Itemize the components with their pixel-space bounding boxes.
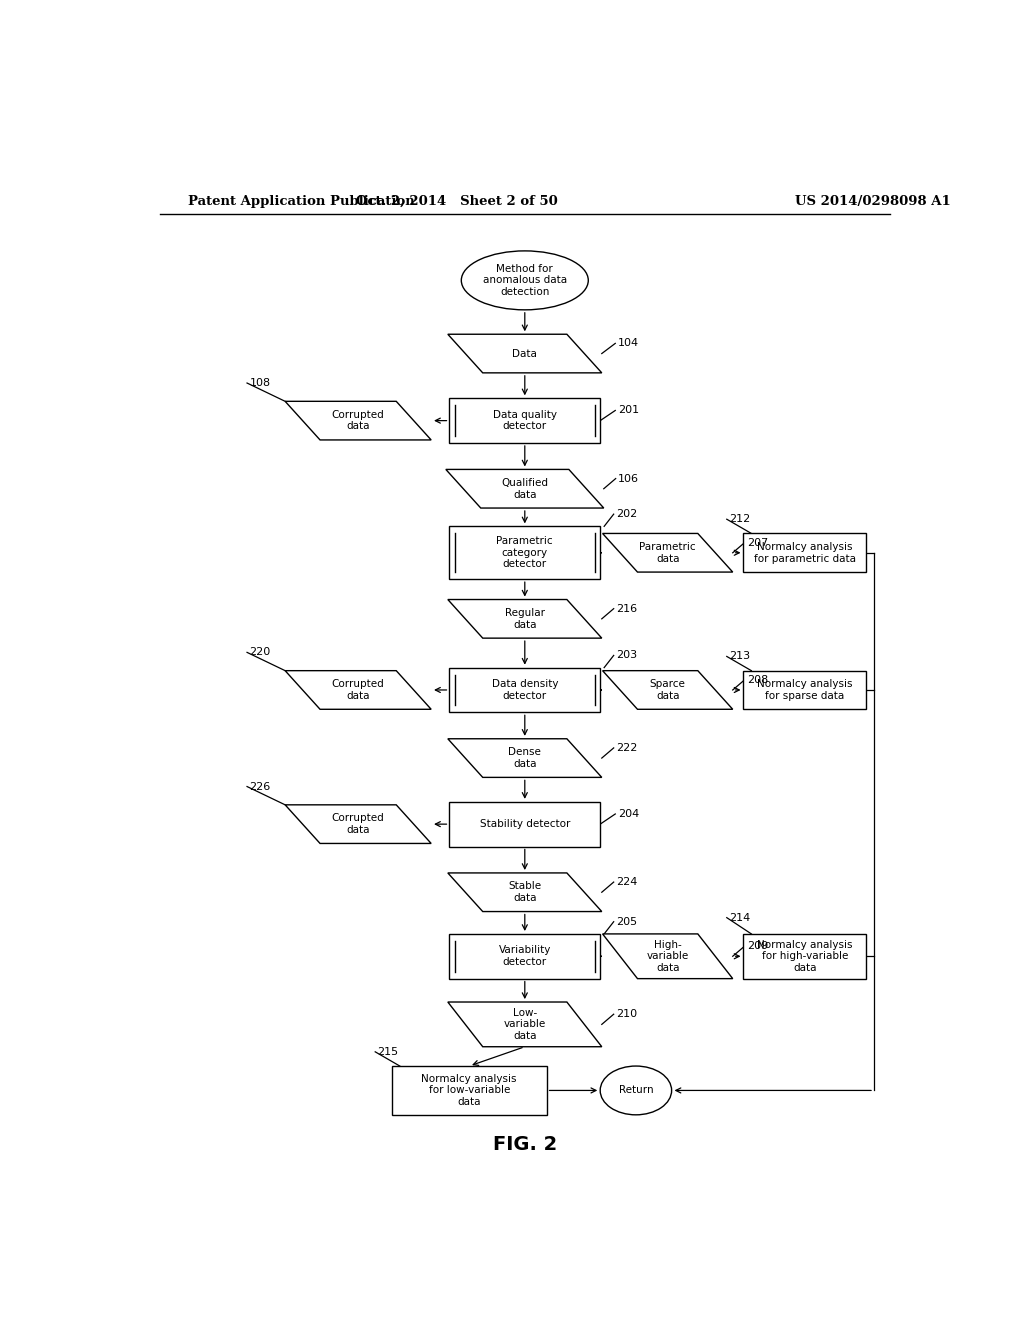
Polygon shape — [285, 401, 431, 440]
Polygon shape — [285, 671, 431, 709]
Text: Stable
data: Stable data — [508, 882, 542, 903]
Polygon shape — [602, 935, 733, 978]
Text: 216: 216 — [616, 603, 637, 614]
Text: 222: 222 — [616, 743, 637, 752]
Text: Low-
variable
data: Low- variable data — [504, 1007, 546, 1041]
Text: FIG. 2: FIG. 2 — [493, 1135, 557, 1154]
Text: 212: 212 — [729, 515, 751, 524]
Text: Data: Data — [512, 348, 538, 359]
FancyBboxPatch shape — [450, 668, 600, 713]
Text: Return: Return — [618, 1085, 653, 1096]
Text: 226: 226 — [250, 781, 270, 792]
FancyBboxPatch shape — [450, 801, 600, 846]
Text: 224: 224 — [616, 876, 637, 887]
FancyBboxPatch shape — [743, 533, 866, 572]
Text: Oct. 2, 2014   Sheet 2 of 50: Oct. 2, 2014 Sheet 2 of 50 — [356, 194, 558, 207]
Text: Corrupted
data: Corrupted data — [332, 813, 385, 836]
Text: Variability
detector: Variability detector — [499, 945, 551, 968]
Text: 213: 213 — [729, 652, 751, 661]
Ellipse shape — [600, 1067, 672, 1115]
Text: US 2014/0298098 A1: US 2014/0298098 A1 — [795, 194, 950, 207]
Text: 106: 106 — [618, 474, 639, 483]
Text: 201: 201 — [617, 405, 639, 416]
Polygon shape — [602, 533, 733, 572]
Text: Normalcy analysis
for parametric data: Normalcy analysis for parametric data — [754, 543, 856, 564]
Text: 208: 208 — [748, 675, 768, 685]
FancyBboxPatch shape — [743, 935, 866, 978]
Text: Method for
anomalous data
detection: Method for anomalous data detection — [482, 264, 567, 297]
Text: Qualified
data: Qualified data — [502, 478, 548, 499]
Text: 210: 210 — [616, 1010, 637, 1019]
Text: Sparce
data: Sparce data — [649, 680, 686, 701]
FancyBboxPatch shape — [392, 1067, 547, 1115]
Text: Regular
data: Regular data — [505, 609, 545, 630]
Text: Parametric
category
detector: Parametric category detector — [497, 536, 553, 569]
FancyBboxPatch shape — [450, 527, 600, 579]
Text: Patent Application Publication: Patent Application Publication — [187, 194, 415, 207]
Text: Dense
data: Dense data — [508, 747, 542, 768]
Text: Stability detector: Stability detector — [479, 820, 570, 829]
Text: 204: 204 — [617, 809, 639, 818]
Polygon shape — [447, 873, 602, 912]
Text: Parametric
data: Parametric data — [639, 543, 696, 564]
FancyBboxPatch shape — [743, 671, 866, 709]
Text: 207: 207 — [748, 537, 768, 548]
Polygon shape — [285, 805, 431, 843]
Polygon shape — [445, 470, 604, 508]
Text: 202: 202 — [616, 510, 637, 519]
Text: 205: 205 — [616, 916, 637, 927]
Text: 215: 215 — [378, 1047, 398, 1057]
Text: 209: 209 — [748, 941, 768, 952]
Text: High-
variable
data: High- variable data — [646, 940, 689, 973]
Text: 108: 108 — [250, 378, 270, 388]
Text: Corrupted
data: Corrupted data — [332, 409, 385, 432]
Text: 220: 220 — [250, 647, 270, 657]
Ellipse shape — [461, 251, 588, 310]
Polygon shape — [602, 671, 733, 709]
Text: Corrupted
data: Corrupted data — [332, 680, 385, 701]
Text: Data density
detector: Data density detector — [492, 680, 558, 701]
FancyBboxPatch shape — [450, 935, 600, 978]
FancyBboxPatch shape — [450, 399, 600, 444]
Text: Data quality
detector: Data quality detector — [493, 409, 557, 432]
Text: 104: 104 — [617, 338, 639, 348]
Polygon shape — [447, 599, 602, 638]
Polygon shape — [447, 1002, 602, 1047]
Text: Normalcy analysis
for low-variable
data: Normalcy analysis for low-variable data — [422, 1074, 517, 1107]
Text: Normalcy analysis
for sparse data: Normalcy analysis for sparse data — [757, 680, 853, 701]
Polygon shape — [447, 334, 602, 372]
Polygon shape — [447, 739, 602, 777]
Text: Normalcy analysis
for high-variable
data: Normalcy analysis for high-variable data — [757, 940, 853, 973]
Text: 203: 203 — [616, 651, 637, 660]
Text: 214: 214 — [729, 912, 751, 923]
